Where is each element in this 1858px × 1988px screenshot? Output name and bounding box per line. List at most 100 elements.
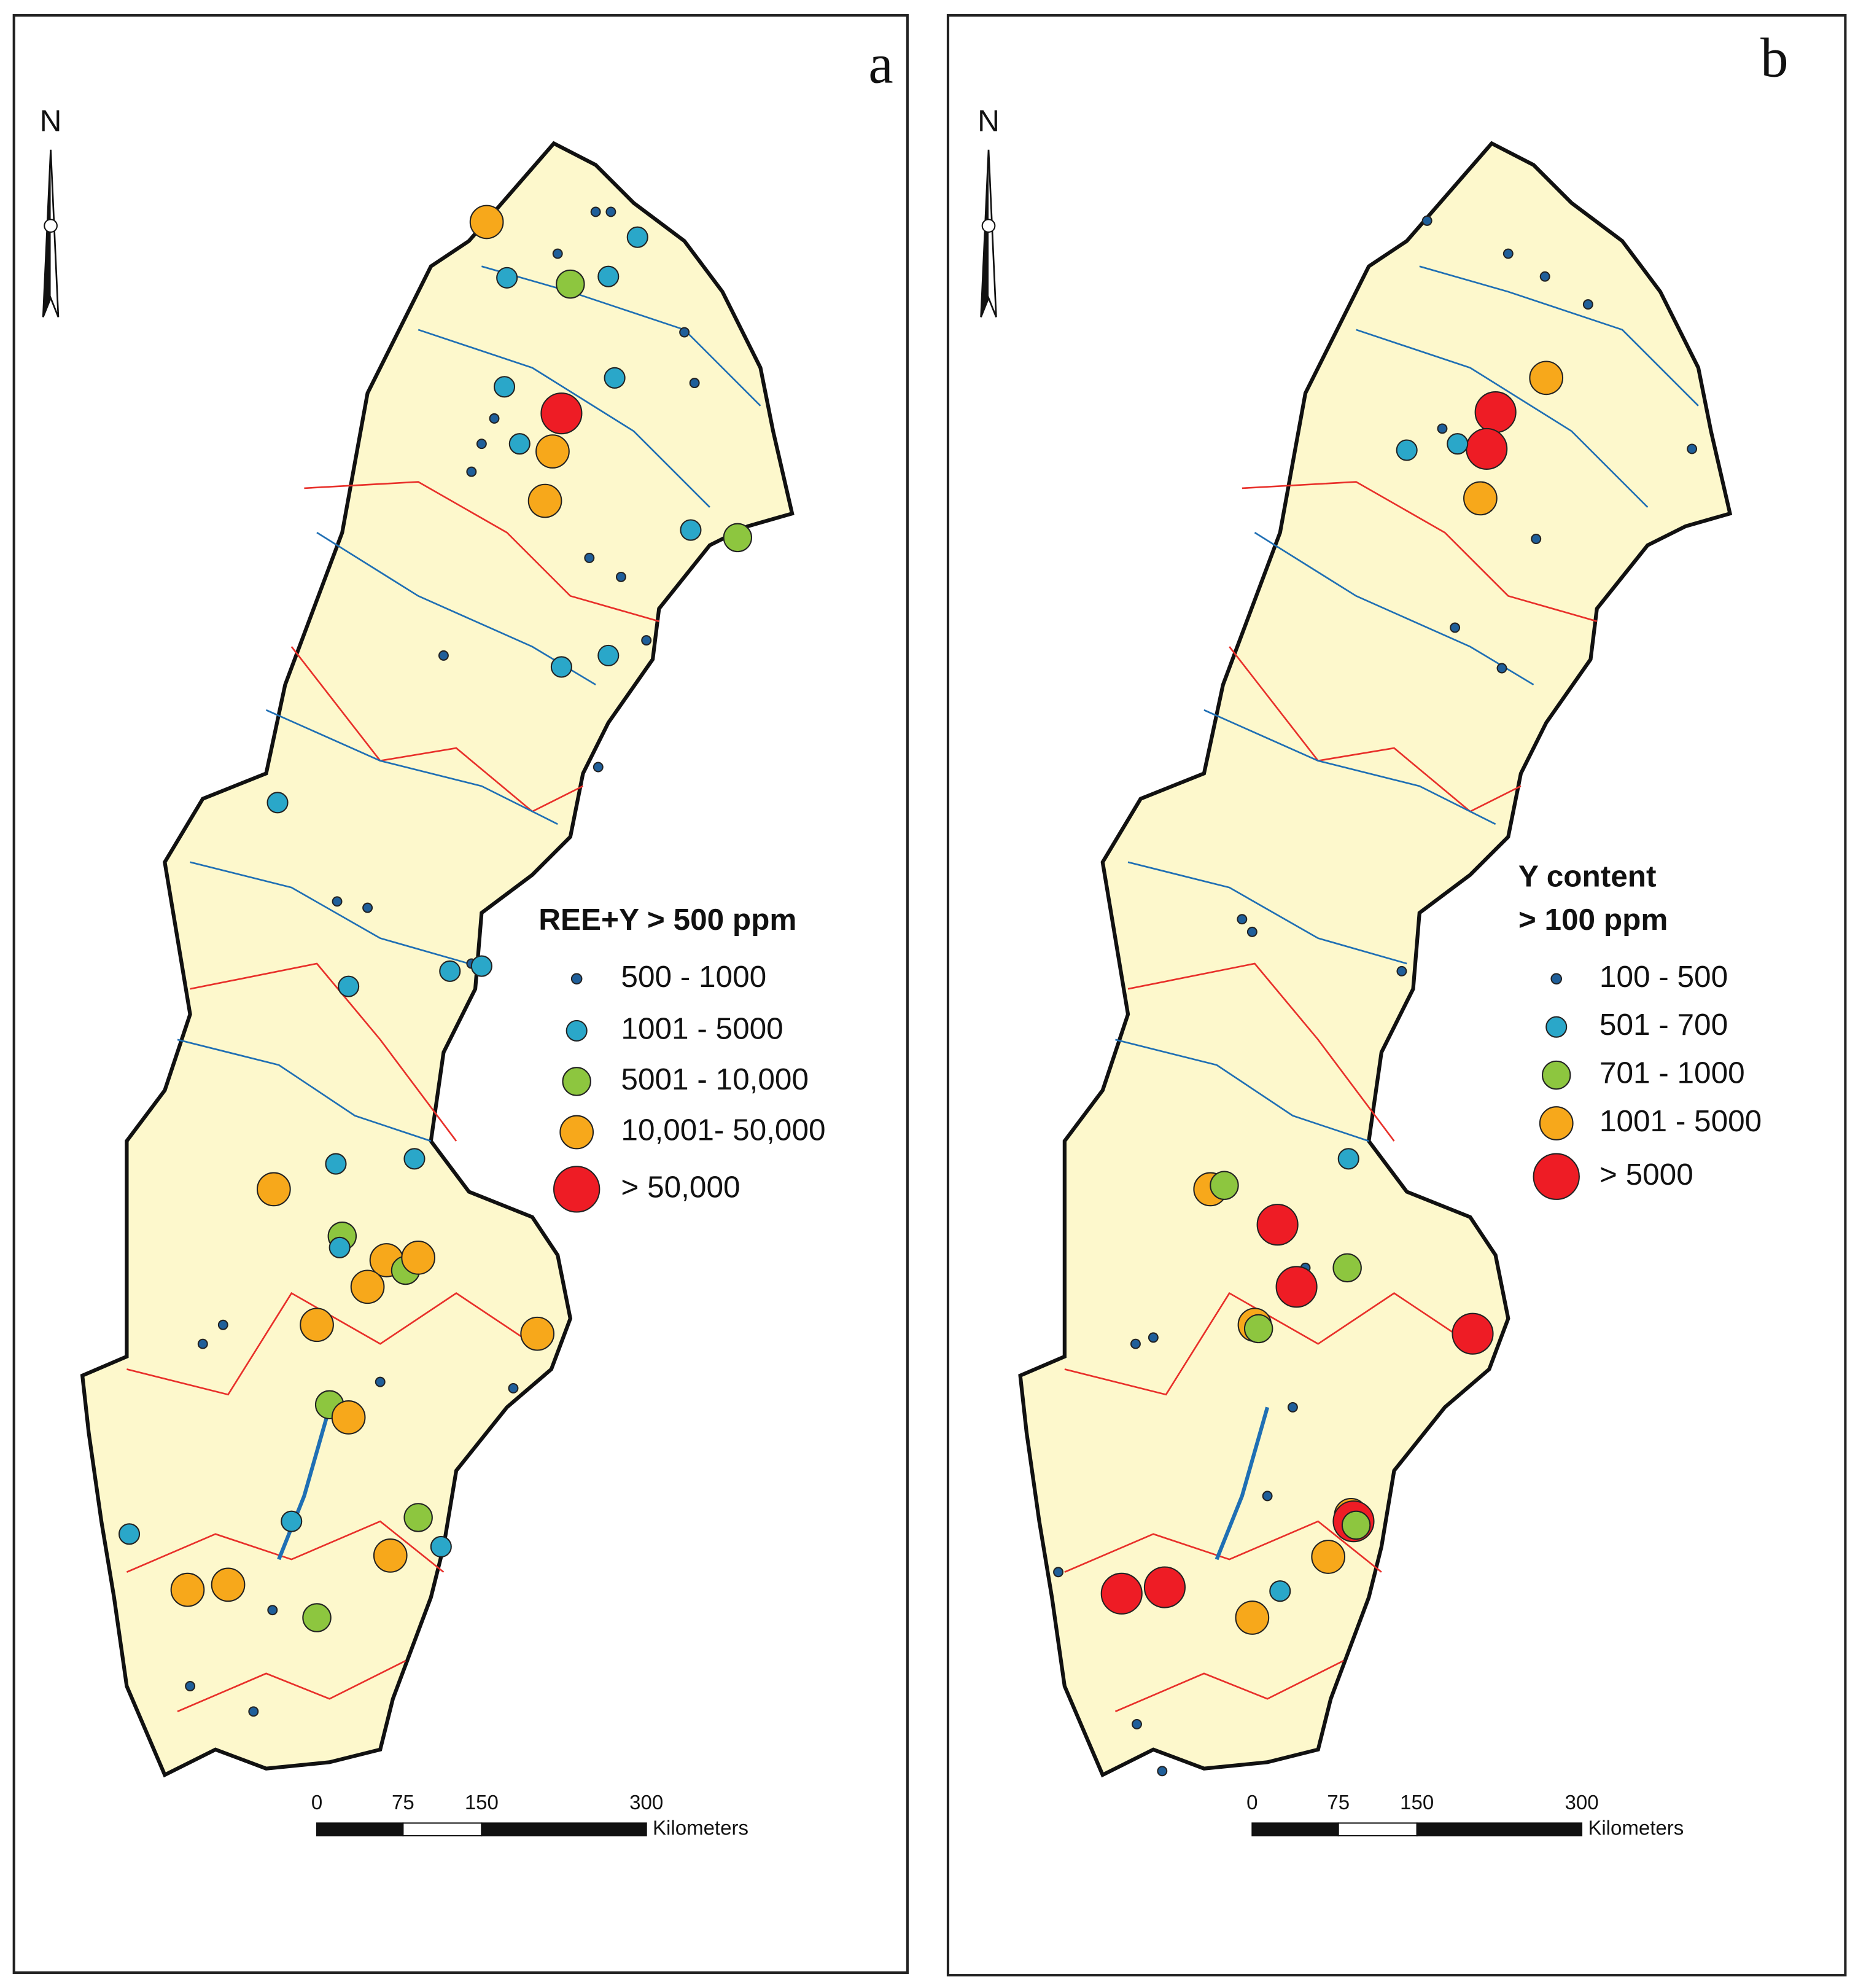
scale-label: 75	[392, 1791, 414, 1814]
legend-symbol	[566, 1019, 588, 1042]
scale-bar-segment	[1416, 1822, 1583, 1837]
north-arrow-half	[981, 149, 989, 318]
deposit-point	[338, 975, 360, 997]
deposit-point	[626, 226, 648, 248]
panel-label: a	[868, 33, 893, 95]
legend-symbol	[1550, 973, 1563, 985]
deposit-point	[1396, 439, 1418, 461]
deposit-point	[197, 1338, 208, 1349]
legend-title: Y content	[1518, 860, 1657, 894]
legend-symbol	[1533, 1153, 1580, 1200]
legend-symbol	[559, 1115, 594, 1150]
legend-label: 701 - 1000	[1600, 1056, 1745, 1090]
deposit-point	[1396, 965, 1407, 976]
deposit-point	[1421, 215, 1432, 226]
deposit-point	[256, 1172, 291, 1207]
deposit-point	[605, 206, 616, 217]
legend-label: > 50,000	[621, 1170, 740, 1204]
deposit-point	[1311, 1540, 1346, 1574]
deposit-point	[1687, 443, 1698, 454]
legend-symbol	[1545, 1016, 1568, 1038]
deposit-point	[597, 265, 620, 287]
deposit-point	[556, 269, 585, 299]
deposit-point	[1466, 427, 1508, 470]
north-arrow-half	[43, 149, 51, 318]
deposit-point	[439, 960, 461, 982]
deposit-point	[1143, 1566, 1186, 1608]
deposit-point	[1463, 481, 1498, 516]
north-label: N	[978, 104, 1000, 138]
deposit-point	[535, 434, 570, 469]
deposit-point	[641, 635, 652, 646]
deposit-point	[1287, 1401, 1298, 1413]
deposit-point	[1337, 1148, 1359, 1170]
deposit-point	[1474, 391, 1517, 434]
deposit-point	[1531, 534, 1542, 544]
deposit-point	[496, 267, 518, 289]
deposit-point	[476, 439, 487, 450]
deposit-point	[362, 902, 373, 913]
deposit-point	[170, 1572, 205, 1607]
deposit-point	[1450, 622, 1461, 633]
deposit-point	[211, 1567, 246, 1602]
deposit-point	[1235, 1600, 1270, 1635]
deposit-point	[1130, 1338, 1141, 1349]
deposit-point	[430, 1535, 452, 1558]
deposit-point	[550, 656, 572, 678]
deposit-point	[723, 523, 753, 553]
deposit-point	[1246, 926, 1257, 937]
legend-symbol	[1542, 1060, 1571, 1090]
legend-symbol	[1539, 1106, 1574, 1140]
deposit-point	[401, 1240, 436, 1275]
deposit-point	[689, 378, 700, 389]
deposit-point	[584, 552, 595, 563]
deposit-point	[1132, 1718, 1142, 1729]
deposit-point	[331, 1400, 366, 1435]
map-panel: a N REE+Y > 500 ppm 500 - 1000 1001 - 5000 50…	[12, 14, 909, 1974]
deposit-point	[1582, 299, 1593, 310]
deposit-point	[469, 205, 504, 240]
deposit-point	[615, 571, 626, 582]
deposit-point	[403, 1148, 426, 1170]
deposit-point	[403, 1503, 433, 1532]
north-arrow-center	[44, 219, 58, 233]
deposit-point	[300, 1308, 334, 1343]
deposit-point	[1100, 1572, 1143, 1615]
deposit-point	[302, 1603, 332, 1632]
scale-unit: Kilometers	[1588, 1816, 1684, 1839]
scale-unit: Kilometers	[653, 1816, 748, 1839]
deposit-point	[1157, 1766, 1168, 1777]
deposit-point	[1262, 1491, 1273, 1502]
deposit-point	[375, 1376, 386, 1387]
deposit-point	[508, 1382, 519, 1394]
scale-bar-segment	[402, 1822, 483, 1837]
deposit-point	[281, 1510, 303, 1532]
deposit-point	[1447, 433, 1469, 455]
deposit-point	[1496, 663, 1507, 674]
scale-bar-segment	[316, 1822, 404, 1837]
deposit-point	[1539, 271, 1550, 282]
deposit-point	[248, 1706, 259, 1717]
deposit-point	[508, 433, 531, 455]
deposit-point	[373, 1538, 408, 1573]
deposit-point	[1148, 1332, 1159, 1343]
legend-symbol	[553, 1166, 601, 1213]
legend-title: > 100 ppm	[1518, 903, 1668, 937]
scale-label: 150	[1400, 1791, 1434, 1814]
legend-label: 10,001- 50,000	[621, 1113, 825, 1147]
deposit-point	[520, 1316, 555, 1351]
deposit-point	[350, 1269, 385, 1304]
legend-symbol	[570, 973, 583, 985]
deposit-point	[1243, 1314, 1273, 1344]
deposit-point	[1256, 1204, 1299, 1246]
deposit-point	[466, 466, 477, 477]
legend-symbol	[562, 1067, 591, 1096]
deposit-point	[1210, 1171, 1239, 1200]
deposit-point	[1269, 1580, 1291, 1602]
deposit-point	[185, 1681, 196, 1691]
deposit-point	[590, 206, 601, 217]
deposit-point	[1502, 248, 1514, 259]
deposit-point	[118, 1523, 141, 1545]
